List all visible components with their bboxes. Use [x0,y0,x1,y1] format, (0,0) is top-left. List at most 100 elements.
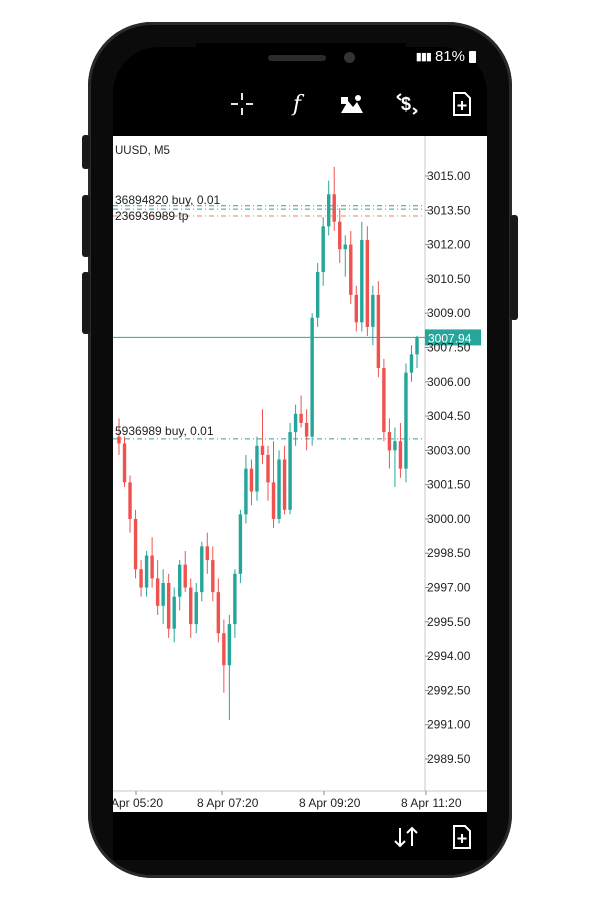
side-button-power [510,215,518,320]
trade-icon[interactable]: $ [392,90,422,118]
y-tick-label: 3015.00 [427,169,471,183]
candle [393,427,397,487]
speaker-grille [268,55,326,61]
candle [326,180,331,236]
y-tick-label: 3000.00 [427,512,471,526]
candle [222,619,226,693]
candle [133,509,138,579]
symbol-label: UUSD, M5 [115,145,170,157]
svg-text:$: $ [401,94,411,114]
order-label-buy-1: 36894820 buy, 0.01 [115,193,221,207]
y-tick-label: 3009.00 [427,306,471,320]
candle [360,221,364,332]
candle [200,541,204,602]
front-camera [344,52,355,63]
candle [233,569,237,638]
x-tick-label: 8 Apr 09:20 [299,796,361,810]
new-order-icon[interactable] [447,90,477,118]
signal-icon: ▮▮▮ [415,51,432,63]
order-label-tp: 236936989 tp [115,209,189,223]
y-tick-label: 3006.00 [427,375,471,389]
candle [172,587,176,643]
order-label-buy-2: 5936989 buy, 0.01 [115,424,214,438]
candle [211,546,215,602]
y-tick-label: 3004.50 [427,409,471,423]
candle [282,445,287,515]
x-tick-label: Apr 05:20 [113,796,163,810]
candle [409,345,414,382]
battery-icon [469,50,476,63]
candle [155,560,160,615]
candle [161,569,165,625]
candle [177,560,182,611]
function-glyph: f [292,91,302,117]
candle [122,436,127,487]
candle [321,217,325,286]
x-tick-label: 8 Apr 11:20 [401,796,462,810]
current-price-tag [425,329,481,346]
candle [371,285,375,346]
y-tick-label: 2995.50 [427,615,471,629]
y-tick-label: 3001.50 [427,478,471,492]
status-bar: ▮▮▮ 81% [416,48,476,65]
chart-canvas[interactable]: 36894820 buy, 0.01 236936989 tp 5936989 bu… [111,136,487,812]
side-button-volume-up [82,195,90,257]
candle [238,509,243,583]
candle [271,441,276,529]
candle [166,573,171,638]
candle [398,422,403,478]
crosshair-icon[interactable] [227,90,257,118]
y-tick-label: 3013.50 [427,203,471,217]
candle [332,166,336,231]
candle [387,418,392,469]
candle [349,230,353,305]
candle [255,436,259,501]
candle [415,336,419,369]
candle [365,226,370,337]
new-order-icon[interactable] [450,822,474,852]
candle [205,532,210,574]
candle [310,313,314,446]
y-tick-label: 3003.00 [427,443,471,457]
candle [304,409,309,451]
candle [249,459,254,506]
candle [117,418,121,455]
candle [216,578,221,643]
side-button-volume-down [82,272,90,334]
candle [244,454,248,524]
candle [299,395,303,428]
candle [139,560,143,597]
y-tick-label: 2997.00 [427,581,471,595]
current-price-label: 3007.94 [428,331,472,345]
candle [128,475,132,533]
candle [266,445,270,501]
y-tick-label: 2992.50 [427,683,471,697]
candle [150,537,154,588]
candle [194,582,198,634]
function-icon[interactable]: f [282,90,312,118]
candle [288,422,292,515]
candle [293,404,298,446]
candle [338,208,342,263]
candle [260,409,265,465]
candle [354,285,359,332]
objects-icon[interactable] [337,90,367,118]
candle [227,614,232,721]
candle [277,450,281,524]
y-tick-label: 3010.50 [427,272,471,286]
y-tick-label: 2998.50 [427,546,471,560]
bottom-bar [113,812,487,860]
y-tick-label: 2989.50 [427,752,471,766]
y-tick-label: 2991.00 [427,718,471,732]
price-chart[interactable]: 36894820 buy, 0.01 236936989 tp 5936989 bu… [111,136,487,812]
y-tick-label: 3007.50 [427,340,471,354]
candle [382,358,386,442]
sort-icon[interactable] [392,822,420,852]
candle [376,281,381,378]
candle [183,550,187,593]
x-tick-label: 8 Apr 07:20 [197,796,259,810]
battery-percent: 81% [434,48,465,65]
candle [315,262,320,327]
side-button-mute [82,135,90,169]
y-tick-label: 3012.00 [427,238,471,252]
